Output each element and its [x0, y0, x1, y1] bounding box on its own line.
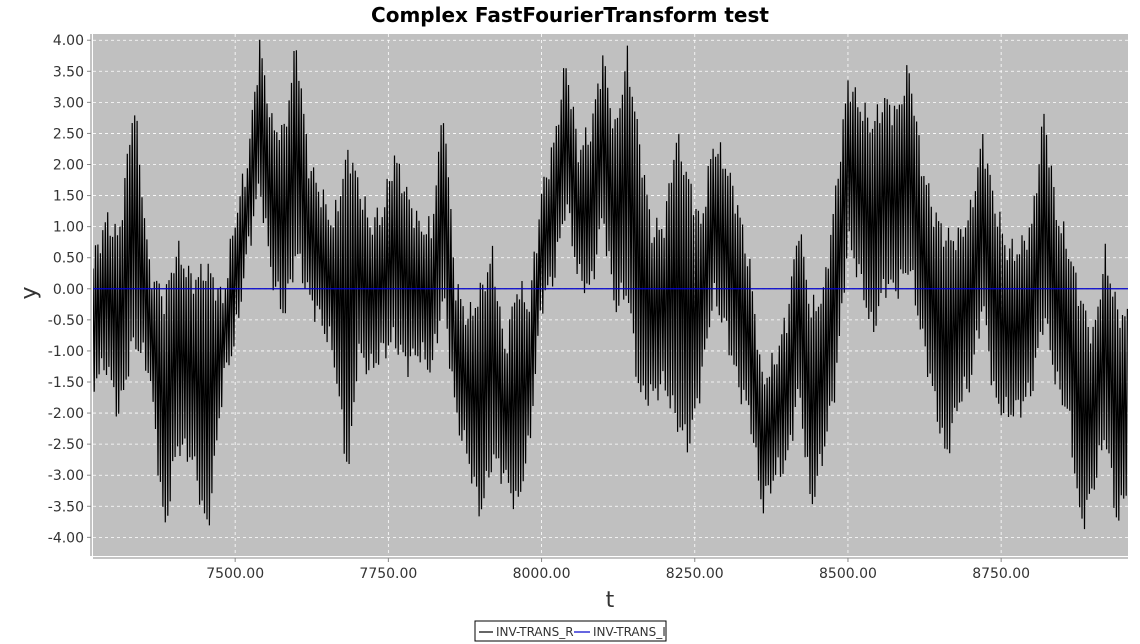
series-layer [93, 39, 1128, 530]
x-axis-label: t [606, 588, 615, 613]
y-tick-label: 2.00 [53, 158, 84, 174]
y-tick-label: 3.00 [53, 95, 84, 111]
y-axis-label: y [17, 286, 42, 299]
y-tick-label: -4.00 [48, 530, 84, 546]
legend: INV-TRANS_R INV-TRANS_I [474, 620, 667, 642]
y-tick-label: 0.50 [53, 251, 84, 267]
x-tick-label: 7500.00 [206, 566, 264, 582]
y-tick-label: 3.50 [53, 64, 84, 80]
y-tick-label: -1.50 [48, 375, 84, 391]
legend-label-i: INV-TRANS_I [593, 625, 666, 639]
y-tick-label: 1.00 [53, 220, 84, 236]
legend-box [474, 620, 667, 642]
chart-title: Complex FastFourierTransform test [371, 3, 769, 27]
x-tick-label: 7750.00 [359, 566, 417, 582]
y-tick-label: 1.50 [53, 189, 84, 205]
x-tick-label: 8250.00 [666, 566, 724, 582]
legend-label-r: INV-TRANS_R [496, 625, 574, 639]
x-tick-label: 8500.00 [819, 566, 877, 582]
y-tick-label: -1.00 [48, 344, 84, 360]
y-tick-label: -2.00 [48, 406, 84, 422]
x-tick-label: 8750.00 [972, 566, 1030, 582]
series-inv-trans-r [93, 39, 1128, 530]
y-tick-label: -3.50 [48, 499, 84, 515]
x-tick-label: 8000.00 [513, 566, 571, 582]
y-tick-label: -0.50 [48, 313, 84, 329]
y-tick-label: 2.50 [53, 126, 84, 142]
y-tick-label: 4.00 [53, 33, 84, 49]
y-tick-label: -3.00 [48, 468, 84, 484]
y-tick-label: -2.50 [48, 437, 84, 453]
y-axis-ticks: 4.00 3.50 3.00 2.50 2.00 1.50 1.00 0.50 0.00 -0.5… [48, 33, 91, 546]
y-tick-label: 0.00 [53, 282, 84, 298]
x-axis-ticks: 7500.00 7750.00 8000.00 8250.00 8500.00 8750.… [206, 558, 1030, 582]
